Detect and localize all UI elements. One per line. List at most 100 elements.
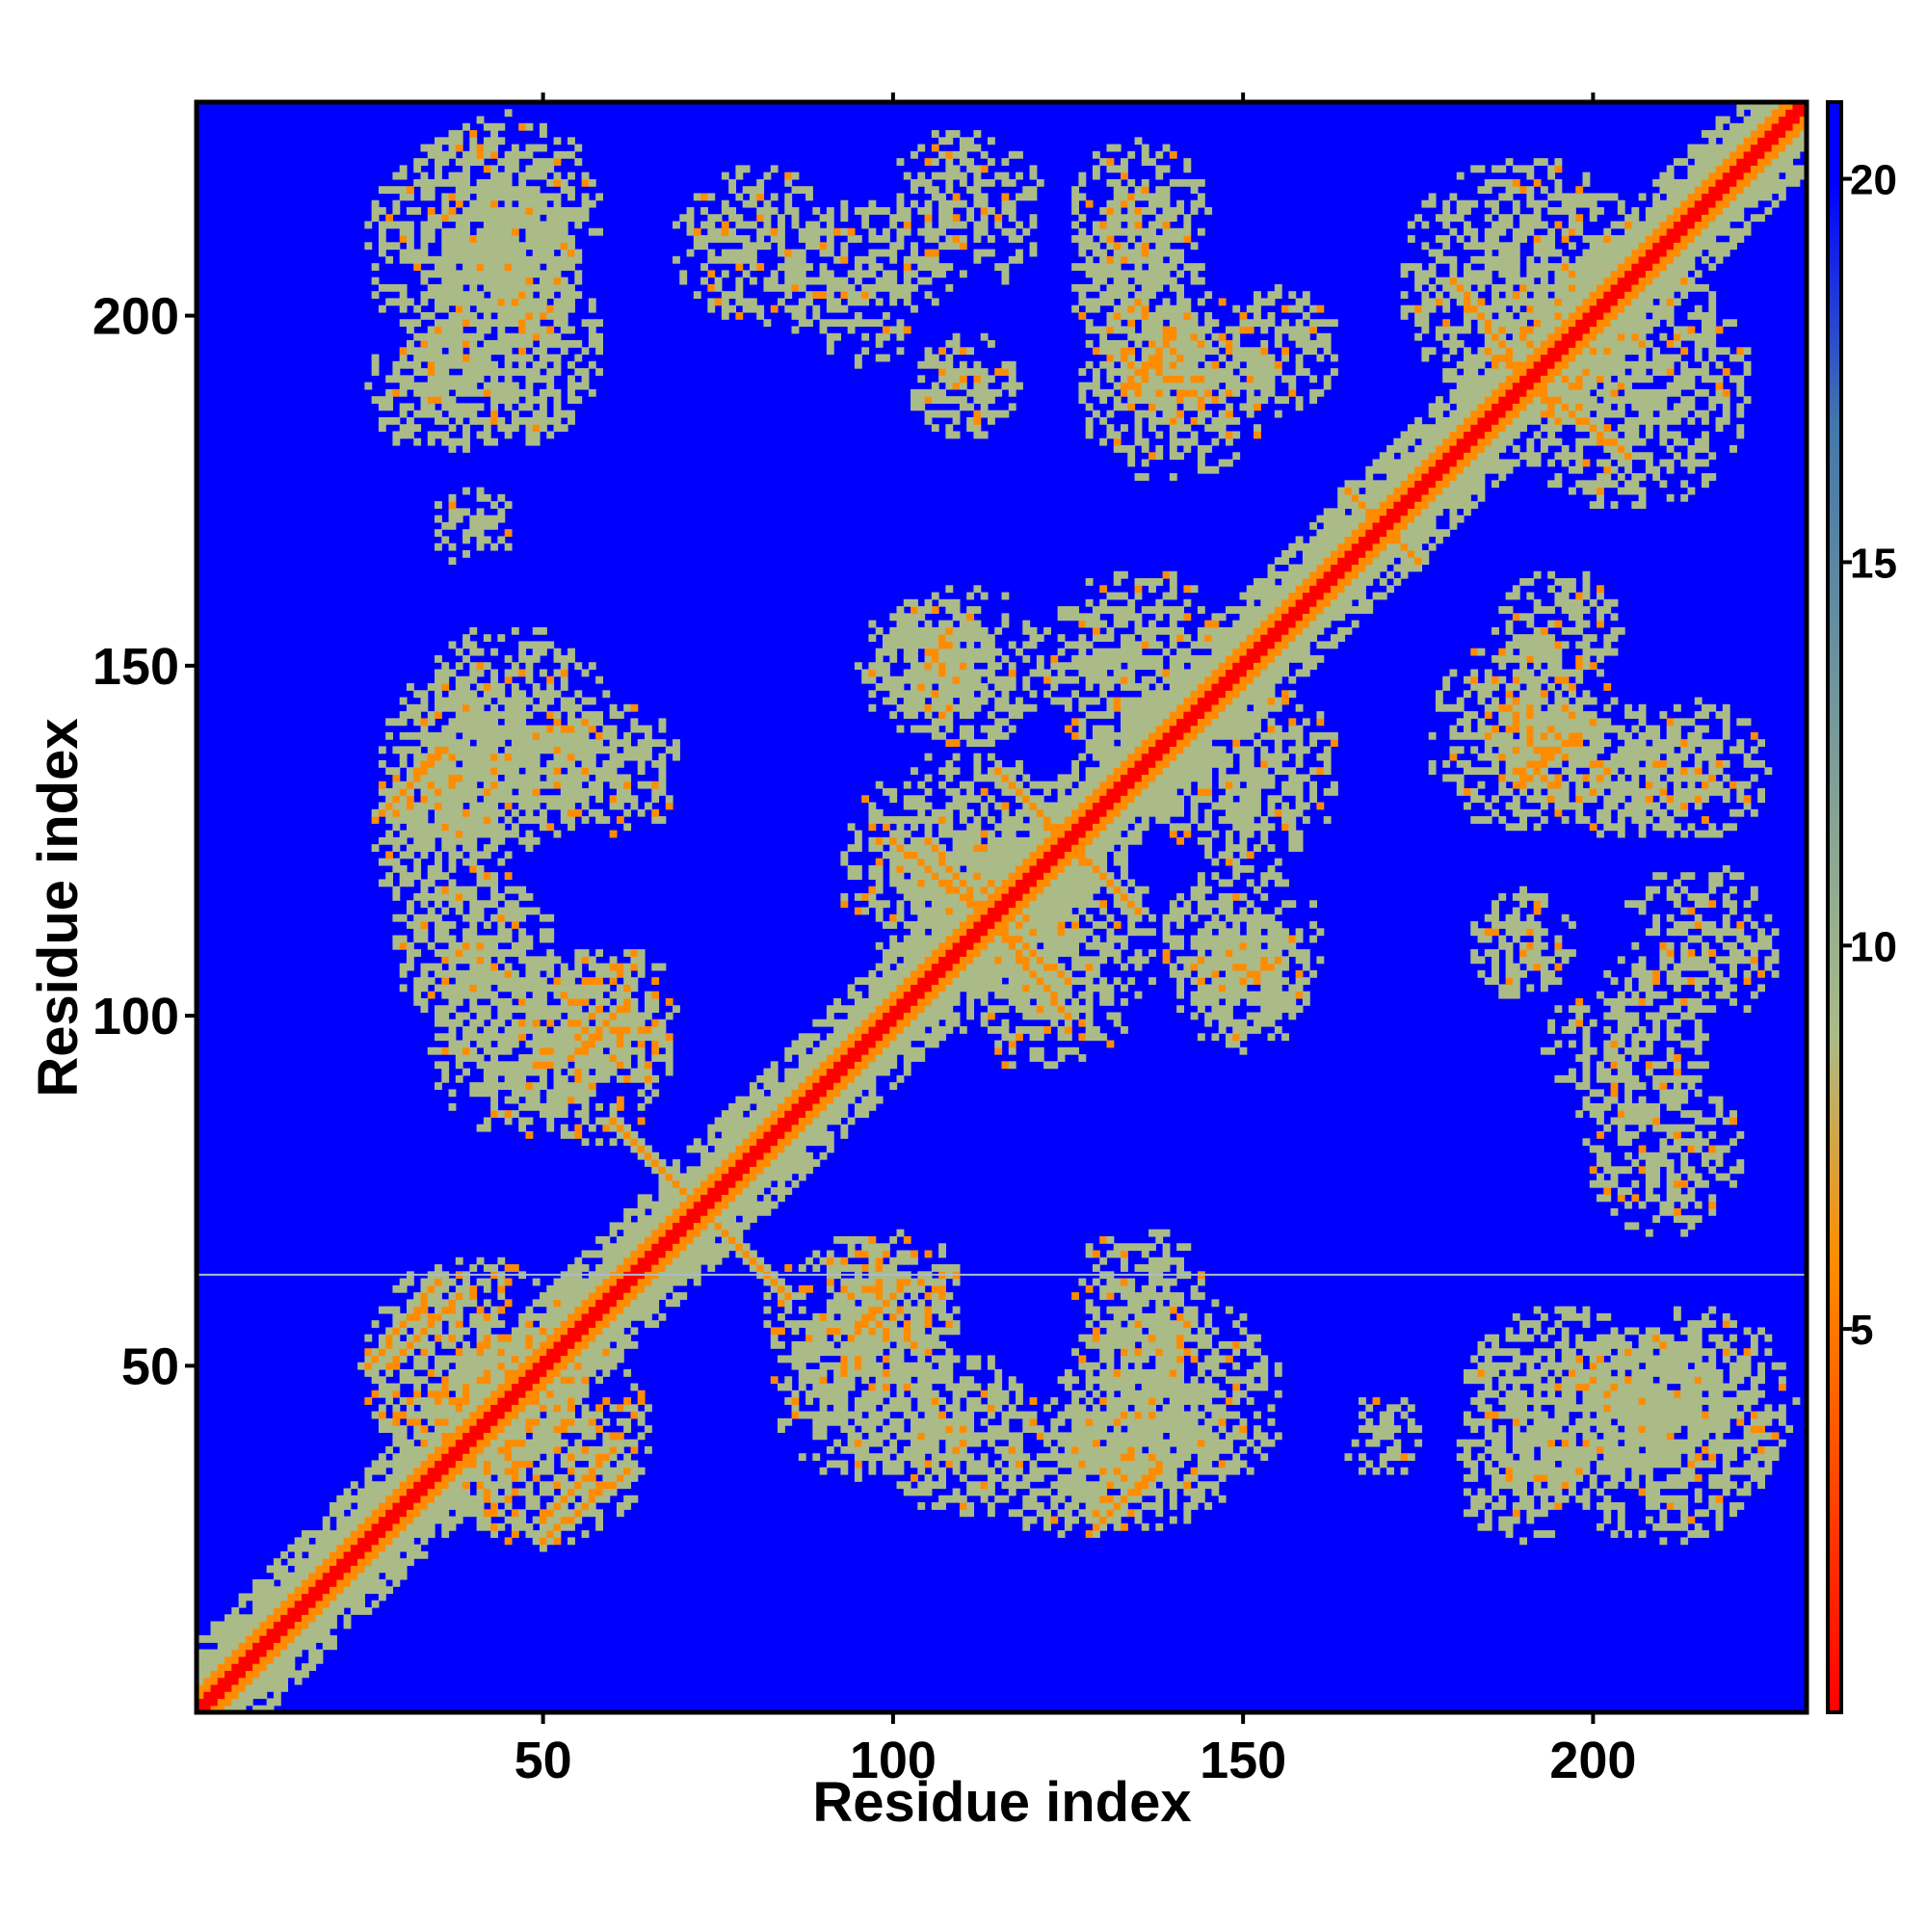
heat-cell [666,1041,673,1048]
heat-cell [259,1642,267,1650]
heat-cell [497,788,505,796]
heat-cell [252,1670,260,1678]
heat-cell [449,284,457,292]
heat-cell [533,1327,541,1335]
heat-cell [211,1650,219,1657]
heat-cell [420,383,428,390]
heat-cell [525,781,533,789]
heat-cell [735,222,743,229]
heat-cell [673,1279,680,1286]
heat-cell [392,361,400,369]
heat-cell [546,1097,554,1104]
heat-cell [413,1418,421,1426]
heat-cell [518,956,526,964]
heat-cell [462,536,470,543]
heat-cell [666,1243,673,1251]
heat-cell [420,1292,428,1300]
heat-cell [435,921,442,929]
heat-cell [505,1348,513,1356]
heat-cell [666,1202,673,1209]
heat-cell [497,222,505,229]
heat-cell [435,145,442,152]
heat-cell [582,1026,590,1034]
heat-cell [518,655,526,663]
heat-cell [700,1230,708,1237]
heat-cell [694,1251,701,1258]
heat-cell [420,964,428,971]
heat-cell [435,809,442,817]
heat-cell [659,788,667,796]
heat-cell [435,214,442,222]
heat-cell [246,1642,253,1650]
heat-cell [687,1174,695,1181]
heat-cell [574,718,582,726]
heat-cell [610,1103,618,1111]
heat-cell [469,1425,477,1433]
heat-cell [372,1376,380,1384]
heat-cell [568,803,575,810]
heat-cell [546,1285,554,1293]
heat-cell [497,256,505,264]
heat-cell [484,1355,491,1363]
heat-cell [568,1363,575,1370]
heat-cell [833,1418,841,1426]
heat-cell [239,1628,247,1636]
heat-cell [568,648,575,656]
heat-cell [533,1412,541,1419]
heat-cell [512,698,519,705]
heat-cell [420,193,428,200]
heat-cell [379,809,386,817]
heat-cell [407,964,414,971]
heat-cell [469,389,477,397]
heat-cell [778,1125,785,1132]
heat-cell [477,543,485,551]
heat-cell [595,984,603,992]
heat-cell [659,1033,667,1041]
heat-cell [666,1187,673,1195]
heat-cell [518,992,526,999]
heat-cell [477,1279,485,1286]
heat-cell [441,956,449,964]
heat-cell [568,1292,575,1300]
heat-cell [792,1166,800,1174]
heat-cell [574,1285,582,1293]
heat-cell [449,501,457,509]
heat-cell [211,1635,219,1643]
heat-cell [512,1082,519,1090]
heat-cell [505,333,513,341]
heat-cell [477,361,485,369]
heat-cell [812,242,820,250]
heat-cell [574,396,582,404]
heat-cell [525,669,533,676]
heat-cell [602,1335,610,1342]
heat-cell [400,172,408,180]
heat-cell [512,1033,519,1041]
heat-cell [512,305,519,313]
heat-cell [239,1656,247,1664]
heat-cell [533,746,541,754]
heat-cell [533,998,541,1006]
heat-cell [799,1369,806,1377]
heat-cell [799,1376,806,1384]
heat-cell [561,1041,568,1048]
heat-cell [638,781,646,789]
heat-cell [630,1264,638,1272]
heat-cell [505,1117,513,1125]
heat-cell [392,186,400,194]
heat-cell [449,1320,457,1328]
heat-cell [435,676,442,684]
heat-cell [659,1257,667,1265]
heat-cell [784,1131,792,1139]
heat-cell [456,1285,463,1293]
heat-cell [561,1285,568,1293]
heat-cell [540,270,547,278]
heat-cell [574,1397,582,1405]
heat-cell [469,1384,477,1391]
heat-cell [589,698,596,705]
heat-cell [568,732,575,740]
heat-cell [546,803,554,810]
heat-cell [407,704,414,712]
heat-cell [771,1117,779,1125]
heat-cell [589,781,596,789]
heat-cell [456,333,463,341]
